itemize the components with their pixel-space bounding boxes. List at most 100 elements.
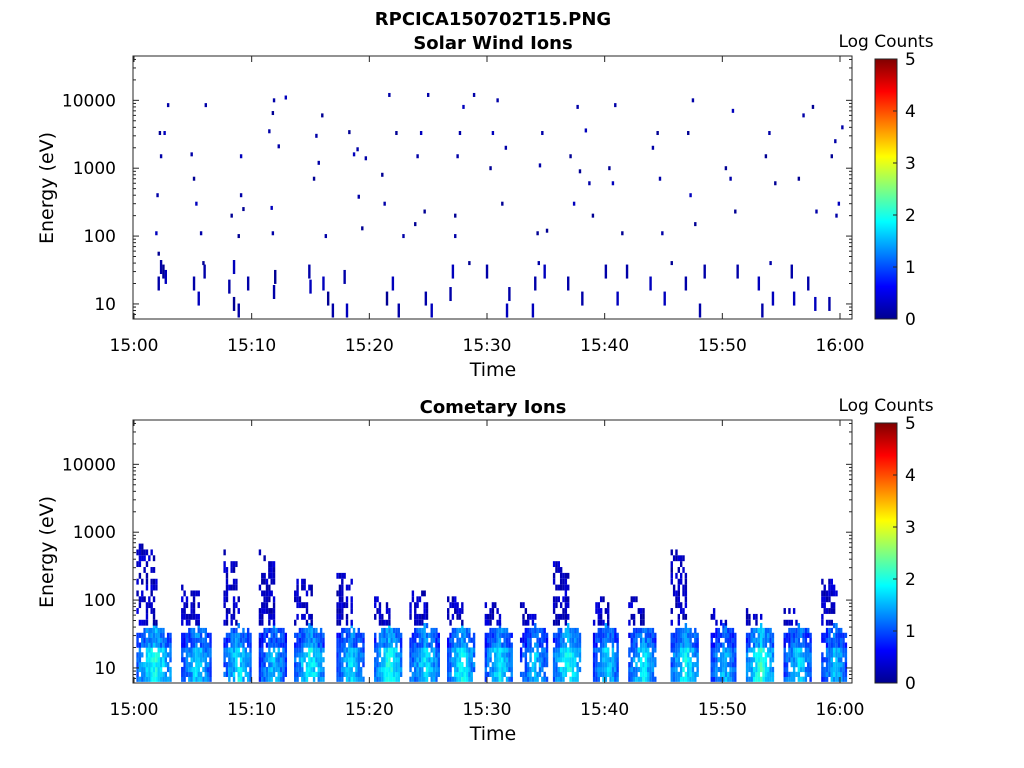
data-cell xyxy=(341,637,344,643)
data-cell xyxy=(232,642,236,648)
data-cell xyxy=(376,666,379,673)
data-cell xyxy=(383,627,386,634)
data-cell xyxy=(762,676,765,682)
data-cell xyxy=(684,578,688,585)
data-cell xyxy=(268,652,271,658)
data-cell xyxy=(383,201,386,206)
data-cell xyxy=(555,676,558,682)
data-cell xyxy=(345,637,349,643)
data-cell xyxy=(298,596,302,603)
data-cell xyxy=(416,652,419,658)
data-cell xyxy=(284,642,288,648)
data-cell xyxy=(649,632,652,638)
data-cell xyxy=(230,627,233,634)
data-cell xyxy=(564,572,568,579)
data-cell xyxy=(298,671,302,677)
data-cell xyxy=(145,652,149,658)
data-cell xyxy=(802,637,805,643)
data-cell xyxy=(677,637,681,643)
data-cell xyxy=(272,671,276,677)
colorbar-tick-label: 5 xyxy=(905,50,916,70)
data-cell xyxy=(310,619,313,626)
data-cell xyxy=(148,662,151,668)
data-cell xyxy=(487,642,490,648)
data-cell xyxy=(830,676,833,682)
data-cell xyxy=(202,657,205,663)
data-cell xyxy=(729,666,732,673)
data-cell xyxy=(729,671,732,677)
data-cell xyxy=(465,642,469,648)
data-cell xyxy=(635,632,638,638)
data-cell xyxy=(727,671,730,677)
data-cell xyxy=(282,632,285,638)
data-cell xyxy=(461,632,464,638)
data-cell xyxy=(647,647,650,653)
data-cell xyxy=(136,549,139,556)
data-cell xyxy=(155,584,158,591)
data-cell xyxy=(348,627,351,634)
data-cell xyxy=(602,637,605,643)
data-cell xyxy=(458,652,462,658)
data-cell xyxy=(524,657,528,663)
data-cell xyxy=(275,662,278,668)
data-cell xyxy=(647,657,650,663)
data-cell xyxy=(840,632,843,638)
data-cell xyxy=(150,549,153,556)
data-cell xyxy=(529,627,532,634)
data-cell xyxy=(169,637,172,643)
data-cell xyxy=(672,584,676,591)
data-cell xyxy=(611,676,615,682)
data-cell xyxy=(715,632,718,638)
data-cell xyxy=(807,657,810,663)
data-cell xyxy=(724,671,728,677)
data-cell xyxy=(397,662,400,668)
data-cell xyxy=(724,619,728,626)
data-cell xyxy=(425,637,429,643)
data-cell xyxy=(545,662,549,668)
data-cell xyxy=(183,666,186,673)
data-cell xyxy=(607,632,610,638)
data-cell xyxy=(752,637,756,643)
data-cell xyxy=(352,632,356,638)
data-cell xyxy=(762,647,765,653)
data-cell xyxy=(249,666,252,673)
data-cell xyxy=(825,657,829,663)
data-cell xyxy=(446,666,450,673)
data-cell xyxy=(159,627,163,634)
data-cell xyxy=(825,666,829,673)
data-cell xyxy=(545,632,549,638)
data-cell xyxy=(305,602,309,609)
data-cell xyxy=(484,671,488,677)
data-cell xyxy=(430,662,433,668)
data-cell xyxy=(388,666,391,673)
data-cell xyxy=(715,676,718,682)
data-cell xyxy=(595,662,598,668)
data-cell xyxy=(682,590,685,597)
data-cell xyxy=(190,152,193,157)
data-cell xyxy=(635,627,638,634)
data-cell xyxy=(263,662,266,668)
data-cell xyxy=(244,632,248,638)
data-cell xyxy=(607,652,610,658)
data-cell xyxy=(159,260,163,275)
data-cell xyxy=(555,642,558,648)
data-cell xyxy=(658,176,662,181)
data-cell xyxy=(414,637,417,643)
data-cell xyxy=(242,676,245,682)
data-cell xyxy=(696,647,699,653)
data-cell xyxy=(296,584,299,591)
data-cell xyxy=(414,613,417,620)
data-cell xyxy=(710,662,713,668)
data-cell xyxy=(169,657,172,663)
data-cell xyxy=(687,642,690,648)
data-cell xyxy=(350,637,353,643)
x-tick-label: 15:30 xyxy=(463,700,512,720)
data-cell xyxy=(345,596,349,603)
cometary-axes-box xyxy=(132,419,853,684)
data-cell xyxy=(195,662,198,668)
data-cell xyxy=(529,637,532,643)
data-cell xyxy=(192,613,196,620)
data-cell xyxy=(303,613,306,620)
data-cell xyxy=(282,676,285,682)
data-cell xyxy=(842,662,845,668)
